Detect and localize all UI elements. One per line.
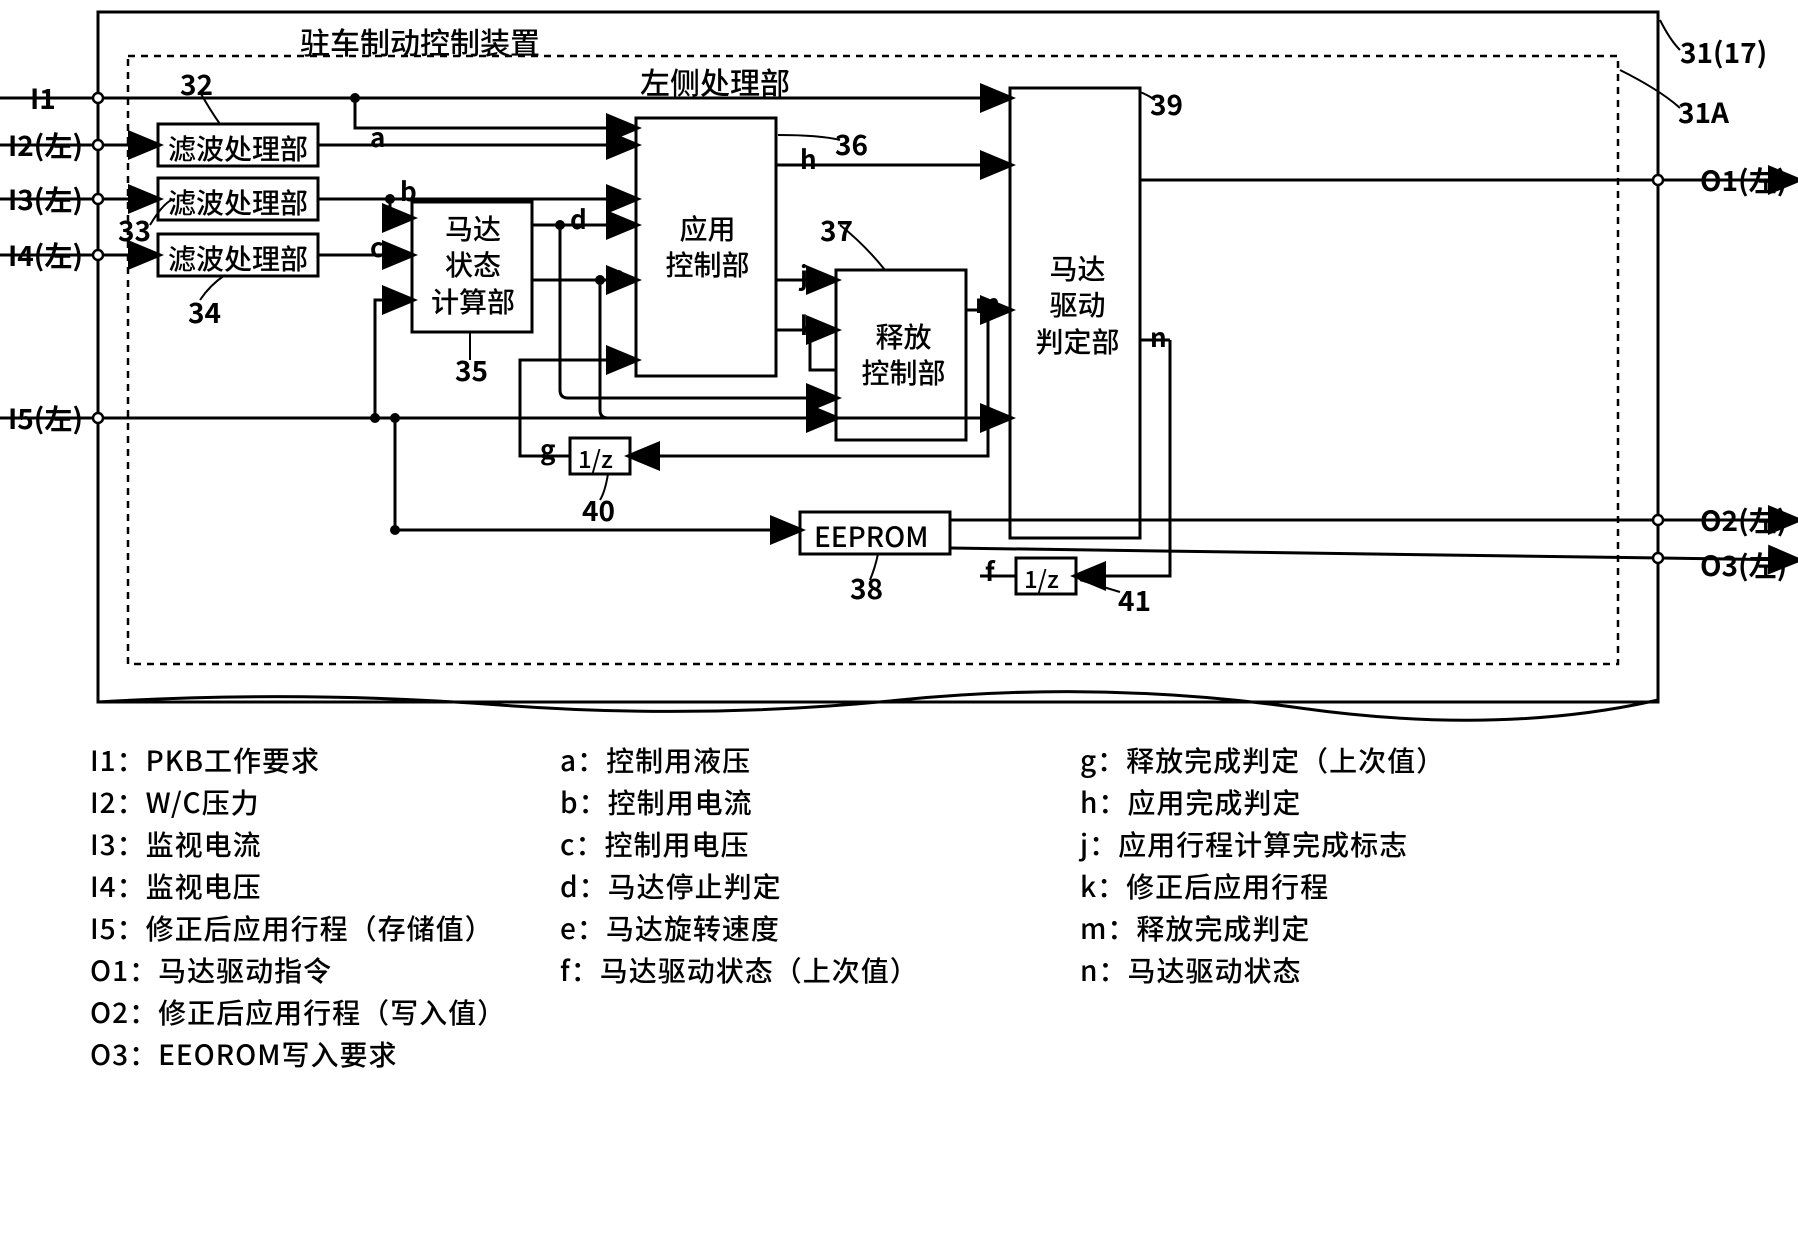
- sig-a: a: [370, 118, 385, 155]
- io-i4: I4(左): [8, 235, 83, 275]
- block-app-ctrl: 应用 控制部: [660, 210, 755, 283]
- sig-j: j: [800, 256, 808, 293]
- legend-r-1: h：应用完成判定: [1080, 782, 1301, 822]
- diagram-canvas: 驻车制动控制装置 左侧处理部 32 33 34 35 36 37 38 39 4…: [0, 0, 1798, 1244]
- io-i1: I1: [30, 78, 56, 118]
- block-eeprom: EEPROM: [814, 518, 928, 554]
- legend-l-7: O3：EEOROM写入要求: [90, 1034, 398, 1074]
- ref-40: 40: [582, 490, 615, 530]
- legend-m-3: d：马达停止判定: [560, 866, 782, 906]
- io-i5: I5(左): [8, 398, 83, 438]
- ref-35: 35: [455, 350, 488, 390]
- ref-37: 37: [820, 210, 853, 250]
- ref-31a: 31A: [1678, 92, 1729, 132]
- io-o3: O3(左): [1700, 545, 1787, 585]
- ref-41: 41: [1118, 580, 1151, 620]
- sig-h: h: [800, 140, 817, 177]
- sig-b: b: [400, 172, 417, 209]
- block-motor-state: 马达 状态 计算部: [428, 210, 518, 319]
- legend-r-3: k：修正后应用行程: [1080, 866, 1329, 906]
- block-motor-drv: 马达 驱动 判定部: [1030, 250, 1125, 359]
- io-i3: I3(左): [8, 179, 83, 219]
- ref-33: 33: [118, 210, 151, 250]
- legend-m-5: f：马达驱动状态（上次值）: [560, 950, 919, 990]
- ref-31: 31(17): [1680, 32, 1767, 72]
- io-o2: O2(左): [1700, 500, 1787, 540]
- sig-m: m: [975, 284, 1000, 321]
- legend-r-2: j：应用行程计算完成标志: [1080, 824, 1408, 864]
- ref-36: 36: [835, 124, 868, 164]
- io-i2: I2(左): [8, 125, 83, 165]
- legend-l-3: I4：监视电压: [90, 866, 262, 906]
- sig-c: c: [370, 228, 384, 265]
- sig-d: d: [570, 200, 587, 237]
- sig-n: n: [1150, 318, 1167, 355]
- block-delay1: 1/z: [578, 442, 613, 473]
- block-rel-ctrl: 释放 控制部: [856, 318, 951, 391]
- ref-32: 32: [180, 64, 213, 104]
- sig-f: f: [985, 552, 995, 589]
- legend-m-4: e：马达旋转速度: [560, 908, 780, 948]
- legend-l-0: I1：PKB工作要求: [90, 740, 320, 780]
- legend-r-5: n：马达驱动状态: [1080, 950, 1301, 990]
- outer-title: 驻车制动控制装置: [300, 22, 540, 61]
- legend-m-2: c：控制用电压: [560, 824, 749, 864]
- legend-r-0: g：释放完成判定（上次值）: [1080, 740, 1445, 780]
- block-delay2: 1/z: [1024, 562, 1059, 593]
- ref-39: 39: [1150, 84, 1183, 124]
- sig-g: g: [540, 430, 556, 467]
- legend-l-6: O2：修正后应用行程（写入值）: [90, 992, 506, 1032]
- ref-38: 38: [850, 568, 883, 608]
- block-filter3: 滤波处理部: [168, 240, 308, 276]
- ref-34: 34: [188, 292, 221, 332]
- inner-title: 左侧处理部: [640, 62, 790, 101]
- legend-l-4: I5：修正后应用行程（存储值）: [90, 908, 494, 948]
- legend-m-1: b：控制用电流: [560, 782, 753, 822]
- legend-l-5: O1：马达驱动指令: [90, 950, 332, 990]
- io-o1: O1(左): [1700, 160, 1787, 200]
- block-filter1: 滤波处理部: [168, 130, 308, 166]
- sig-k: k: [800, 306, 816, 343]
- legend-l-1: I2：W/C压力: [90, 782, 260, 822]
- legend-l-2: I3：监视电流: [90, 824, 262, 864]
- legend-r-4: m：释放完成判定: [1080, 908, 1310, 948]
- legend-m-0: a：控制用液压: [560, 740, 751, 780]
- block-filter2: 滤波处理部: [168, 184, 308, 220]
- sig-e: e: [610, 256, 625, 293]
